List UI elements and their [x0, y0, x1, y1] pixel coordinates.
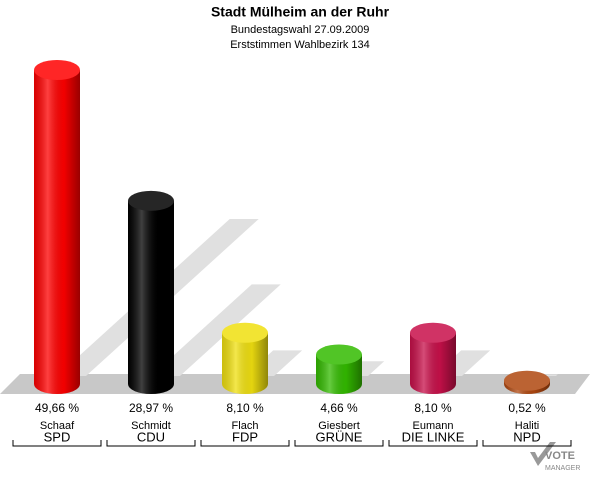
bar-top-highlight [410, 322, 456, 343]
x-tick-label: Schmidt [131, 420, 171, 432]
group-label: DIE LINKE [402, 429, 465, 444]
bar-top-highlight [504, 370, 550, 391]
group-label: SPD [44, 429, 71, 444]
value-label: 0,52 % [508, 401, 546, 415]
group-bracket [12, 440, 102, 447]
group-bracket [482, 440, 572, 447]
bar-shading [410, 332, 456, 394]
group-label: FDP [232, 429, 258, 444]
bar-top [316, 344, 362, 365]
bar-shadow [151, 284, 281, 376]
bar-top-highlight [222, 322, 268, 343]
bar-shading [316, 354, 362, 394]
bar-top [128, 190, 174, 211]
bar-top [504, 370, 550, 391]
bar-top-highlight [128, 190, 174, 211]
group-bracket [106, 440, 196, 447]
bar-shading [128, 200, 174, 394]
logo-text: VOTE [545, 450, 575, 462]
x-tick-label: Haliti [515, 420, 539, 432]
x-tick-label: Schaaf [40, 420, 75, 432]
value-label: 28,97 % [129, 401, 173, 415]
value-label: 49,66 % [35, 401, 79, 415]
x-tick-label: Giesbert [318, 420, 360, 432]
chart-subtitle: Bundestagswahl 27.09.2009 [231, 24, 370, 36]
bar-top [410, 322, 456, 343]
group-label: NPD [513, 429, 540, 444]
group-bracket [294, 440, 384, 447]
value-label: 4,66 % [320, 401, 358, 415]
group-label: GRÜNE [316, 429, 363, 444]
chart-subtitle: Erststimmen Wahlbezirk 134 [230, 39, 370, 51]
logo: VOTE MANAGER [530, 442, 580, 472]
logo-icon [530, 442, 556, 466]
group-bracket [200, 440, 290, 447]
x-tick-label: Eumann [413, 420, 454, 432]
bar-shading [222, 332, 268, 394]
bar-top [222, 322, 268, 343]
bar-top [34, 60, 80, 80]
chart-title: Stadt Mülheim an der Ruhr [211, 4, 390, 20]
group-label: CDU [137, 429, 165, 444]
floor [0, 374, 590, 394]
bar-top-highlight [316, 344, 362, 365]
bar-top-highlight [34, 60, 80, 80]
group-bracket [388, 440, 478, 447]
value-label: 8,10 % [414, 401, 452, 415]
logo-text: MANAGER [545, 465, 580, 472]
bar-shading [34, 70, 80, 394]
value-label: 8,10 % [226, 401, 264, 415]
x-tick-label: Flach [232, 420, 259, 432]
